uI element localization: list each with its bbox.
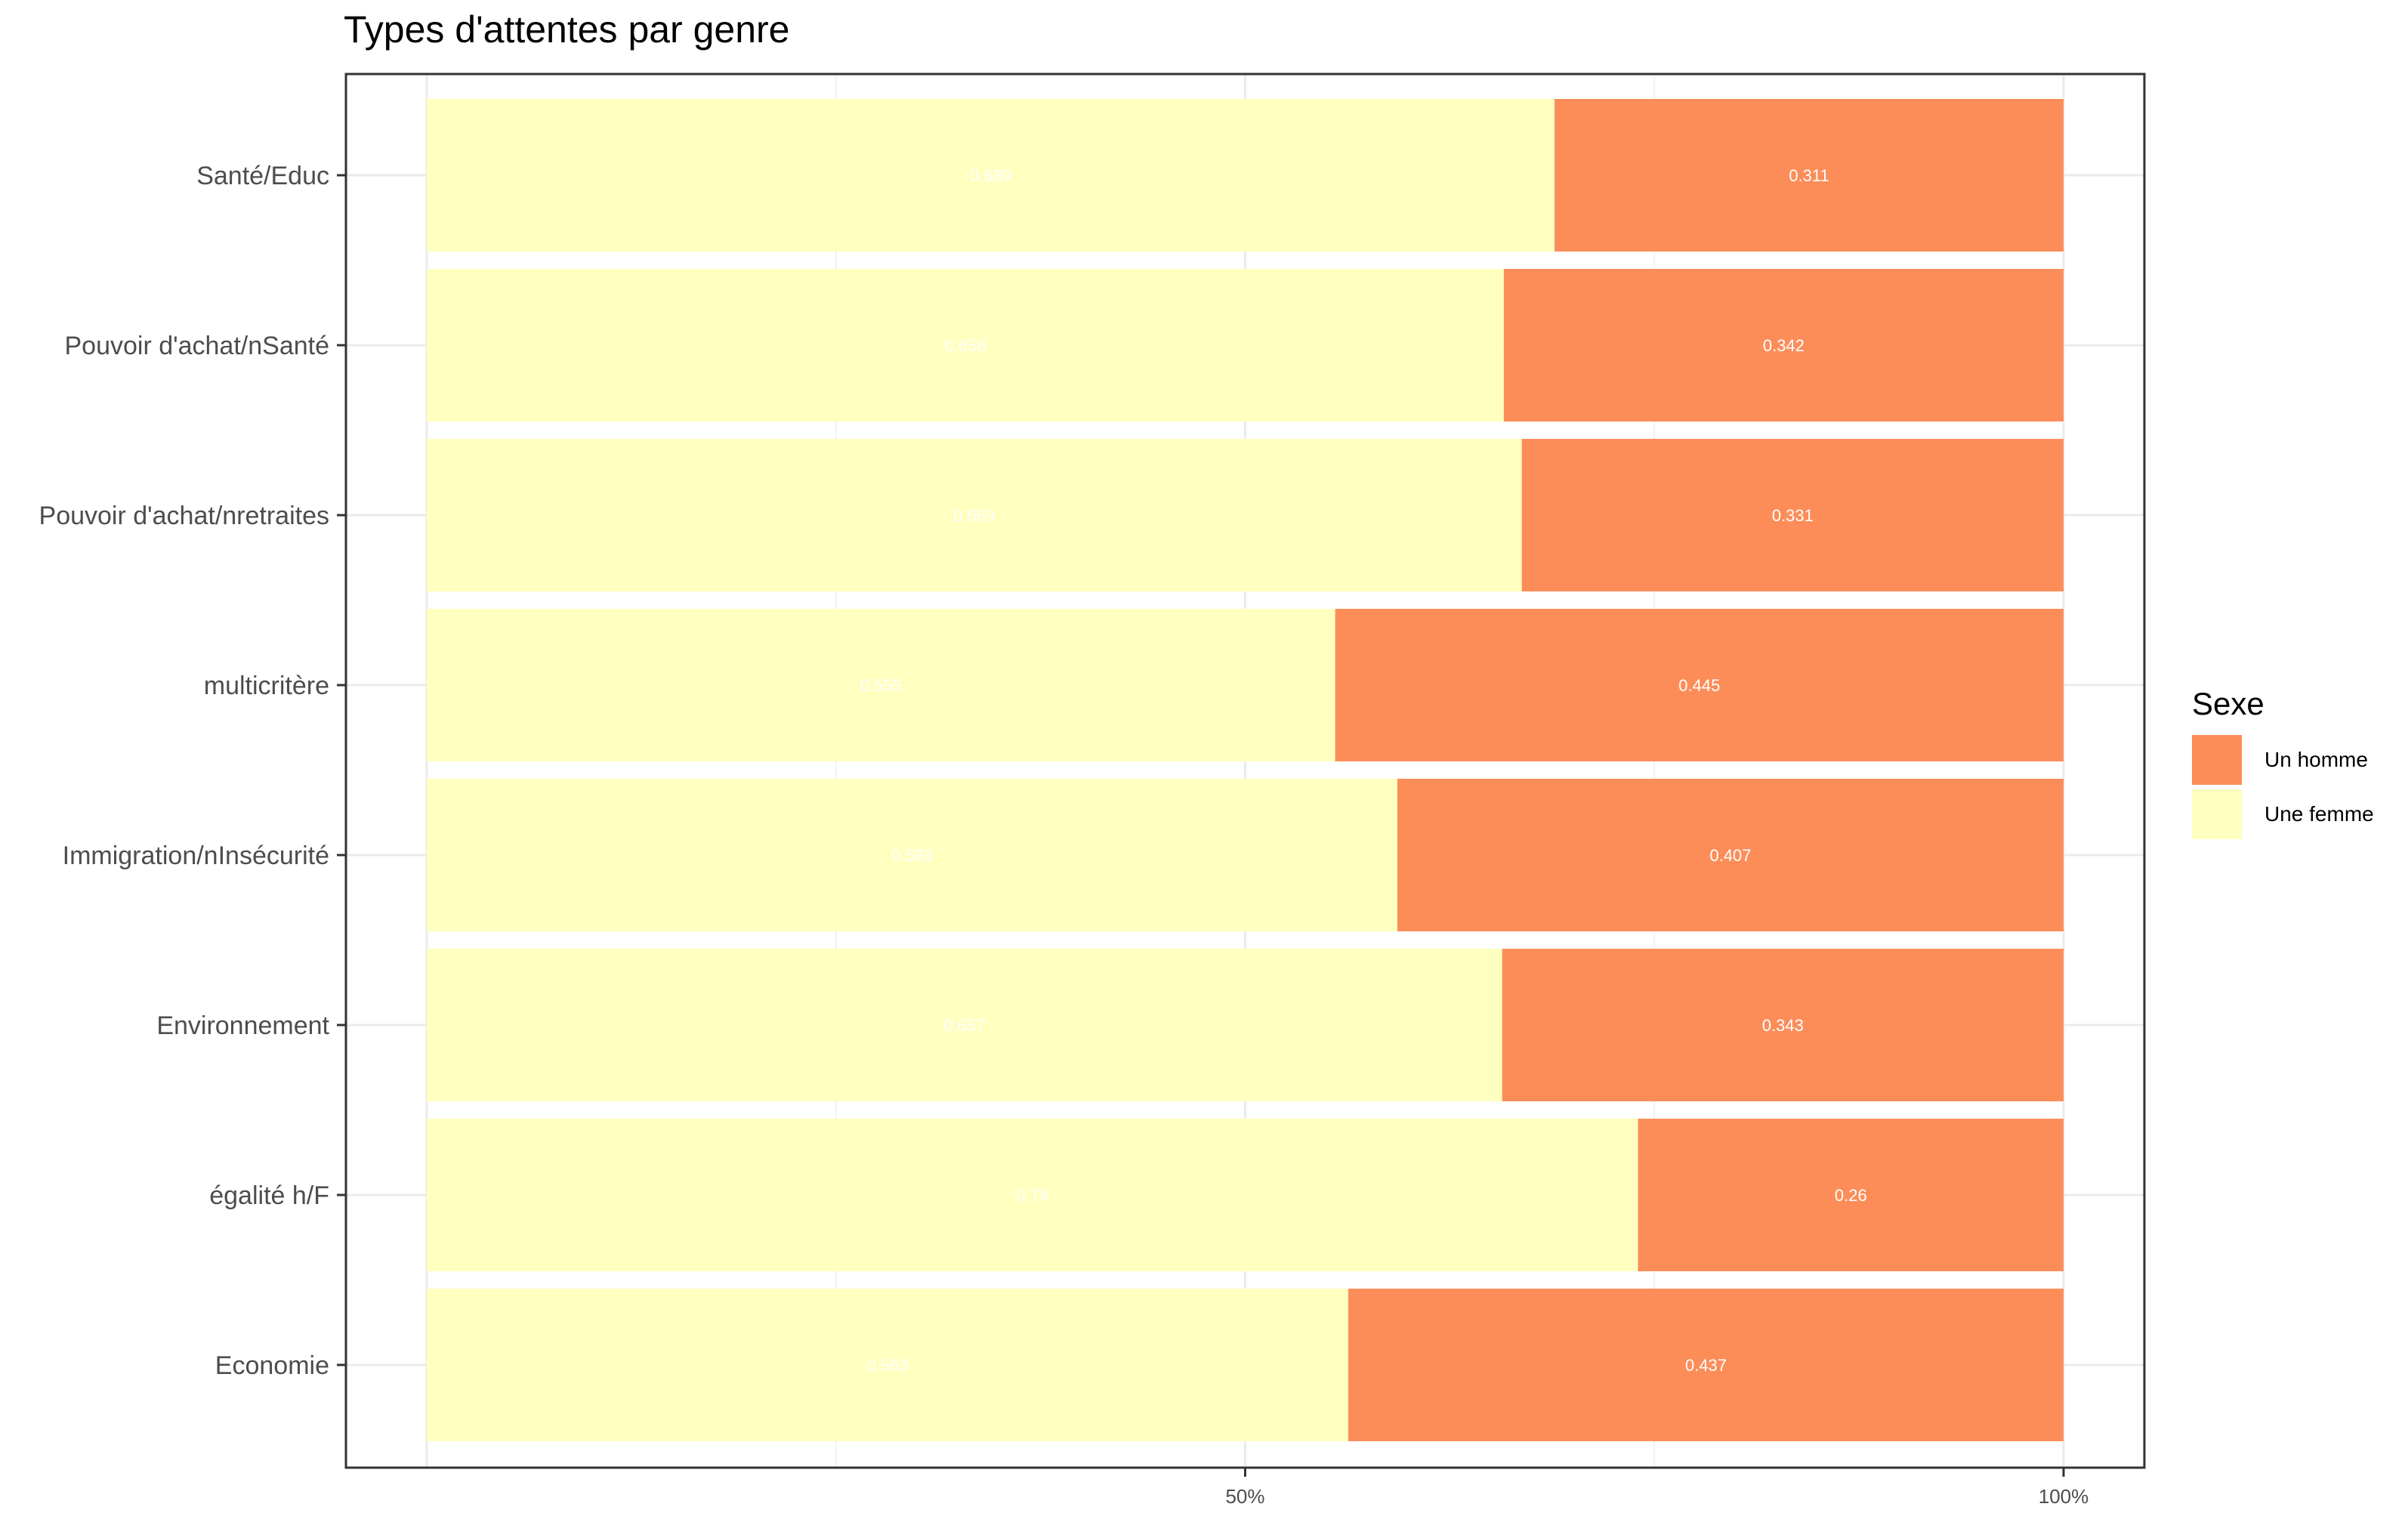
legend-item-une-femme: Une femme <box>2192 787 2374 841</box>
y-tick-label: Immigration/nInsécurité <box>63 841 329 870</box>
data-label-un-homme: 0.26 <box>1835 1186 1867 1205</box>
bar-un-homme-pouvoir-d-achat-nretraites <box>1521 439 2064 591</box>
bar-une-femme-environnement <box>427 949 1502 1101</box>
legend: Sexe Un homme Une femme <box>2192 686 2374 841</box>
y-tick-label: multicritère <box>204 672 329 700</box>
data-label-une-femme: 0.593 <box>891 846 933 865</box>
bar-une-femme-pouvoir-d-achat-nsante <box>427 269 1504 421</box>
bar-une-femme-immigration-ninsecurite <box>427 779 1398 931</box>
bar-une-femme-multicritere <box>427 609 1335 761</box>
bar-une-femme-economie <box>427 1289 1349 1441</box>
data-label-une-femme: 0.555 <box>860 676 902 695</box>
chart-title: Types d'attentes par genre <box>344 8 790 51</box>
y-tick-label: Pouvoir d'achat/nretraites <box>39 502 329 530</box>
data-label-un-homme: 0.407 <box>1709 846 1751 865</box>
bar-un-homme-egalite-h-f <box>1638 1119 2064 1271</box>
data-label-un-homme: 0.343 <box>1762 1016 1804 1035</box>
bar-une-femme-sante-educ <box>427 99 1555 252</box>
legend-key-un-homme <box>2192 735 2242 785</box>
data-label-un-homme: 0.445 <box>1678 676 1720 695</box>
bar-un-homme-environnement <box>1502 949 2064 1101</box>
bar-un-homme-pouvoir-d-achat-nsante <box>1503 269 2064 421</box>
y-tick-label: Santé/Educ <box>196 162 329 190</box>
data-label-une-femme: 0.689 <box>970 166 1011 185</box>
data-label-une-femme: 0.669 <box>953 506 995 525</box>
data-label-une-femme: 0.657 <box>943 1016 985 1035</box>
legend-label-un-homme: Un homme <box>2264 748 2368 771</box>
data-label-un-homme: 0.311 <box>1789 166 1829 185</box>
legend-key-une-femme <box>2192 789 2242 839</box>
data-label-un-homme: 0.437 <box>1685 1356 1727 1375</box>
x-tick-label: 100% <box>2039 1485 2089 1508</box>
legend-title: Sexe <box>2192 686 2264 721</box>
bar-une-femme-pouvoir-d-achat-nretraites <box>427 439 1522 591</box>
y-tick-label: Economie <box>215 1351 329 1380</box>
y-tick-label: Pouvoir d'achat/nSanté <box>64 332 329 360</box>
bar-un-homme-multicritere <box>1335 609 2064 761</box>
data-label-un-homme: 0.342 <box>1763 336 1804 355</box>
legend-item-un-homme: Un homme <box>2192 733 2374 787</box>
bar-un-homme-immigration-ninsecurite <box>1397 779 2064 931</box>
y-tick-label: égalité h/F <box>209 1181 329 1210</box>
data-label-une-femme: 0.74 <box>1016 1186 1048 1205</box>
bar-un-homme-economie <box>1348 1289 2064 1441</box>
bar-une-femme-egalite-h-f <box>427 1119 1638 1271</box>
data-label-une-femme: 0.563 <box>866 1356 908 1375</box>
bar-chart: 0.689 0.311 0.658 0.342 0.669 0.331 0.555 0.445… <box>39 73 2146 1508</box>
data-label-une-femme: 0.658 <box>944 336 986 355</box>
x-tick-label: 50% <box>1225 1485 1264 1508</box>
legend-label-une-femme: Une femme <box>2264 802 2374 826</box>
bar-un-homme-sante-educ <box>1554 99 2064 252</box>
data-label-un-homme: 0.331 <box>1772 506 1814 525</box>
y-tick-label: Environnement <box>156 1011 329 1040</box>
